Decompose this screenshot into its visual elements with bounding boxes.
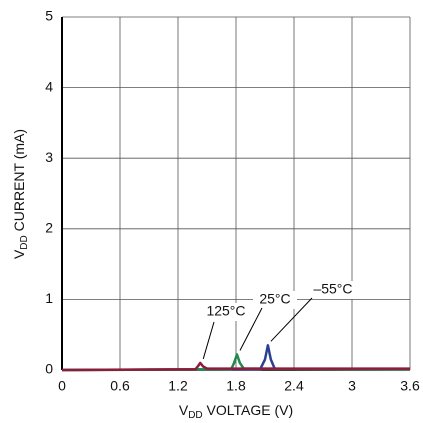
leader-line (202, 321, 215, 360)
y-label-rest: CURRENT (mA) (11, 129, 27, 235)
x-label-sub: DD (188, 410, 202, 421)
y-label-main: V (11, 249, 27, 259)
leader-line (239, 307, 263, 351)
series-label: –55°C (313, 281, 352, 297)
x-axis-label: VDD VOLTAGE (V) (179, 402, 293, 421)
y-label-sub: DD (19, 235, 30, 249)
x-tick-label: 3 (348, 378, 356, 394)
leader-line (270, 297, 313, 342)
x-tick-label: 0.6 (110, 378, 130, 394)
label-bg (204, 303, 248, 321)
y-axis-label: VDD CURRENT (mA) (11, 129, 30, 259)
x-tick-label: 0 (58, 378, 66, 394)
y-tick-label: 3 (45, 149, 53, 165)
y-tick-label: 4 (45, 78, 53, 94)
line-series (61, 361, 410, 372)
y-tick-label: 1 (45, 290, 53, 306)
x-tick-label: 3.6 (400, 378, 420, 394)
x-tick-label: 1.8 (226, 378, 246, 394)
x-tick-label: 2.4 (284, 378, 304, 394)
series-label: 125°C (206, 303, 245, 319)
y-tick-label: 5 (45, 8, 53, 24)
x-label-rest: VOLTAGE (V) (203, 402, 294, 418)
y-tick-label: 0 (45, 361, 53, 377)
y-tick-label: 2 (45, 220, 53, 236)
x-label-main: V (179, 402, 189, 418)
label-bg (253, 291, 297, 309)
x-tick-label: 1.2 (168, 378, 188, 394)
series-label: 25°C (259, 291, 290, 307)
label-bg (311, 281, 355, 299)
